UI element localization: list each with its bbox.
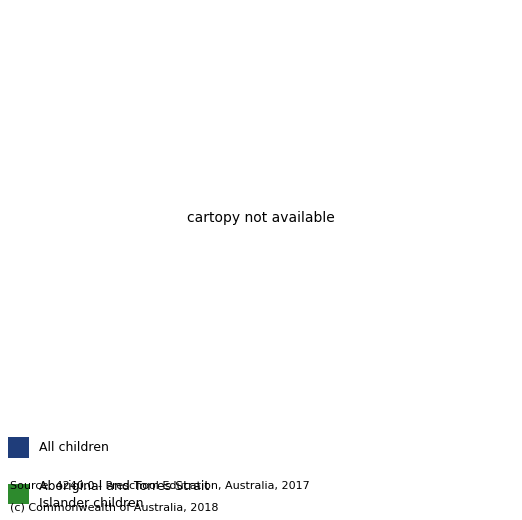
Text: (c) Commonwealth of Australia, 2018: (c) Commonwealth of Australia, 2018 xyxy=(10,502,219,512)
Bar xyxy=(8,437,29,458)
Bar xyxy=(8,484,29,504)
Text: All children: All children xyxy=(39,441,109,453)
Text: Source: 4240.0 - Preschool Education, Australia, 2017: Source: 4240.0 - Preschool Education, Au… xyxy=(10,481,310,491)
Text: cartopy not available: cartopy not available xyxy=(187,212,335,225)
Text: Aboriginal and Torres Strait: Aboriginal and Torres Strait xyxy=(39,480,209,493)
Text: Islander children: Islander children xyxy=(39,497,144,510)
